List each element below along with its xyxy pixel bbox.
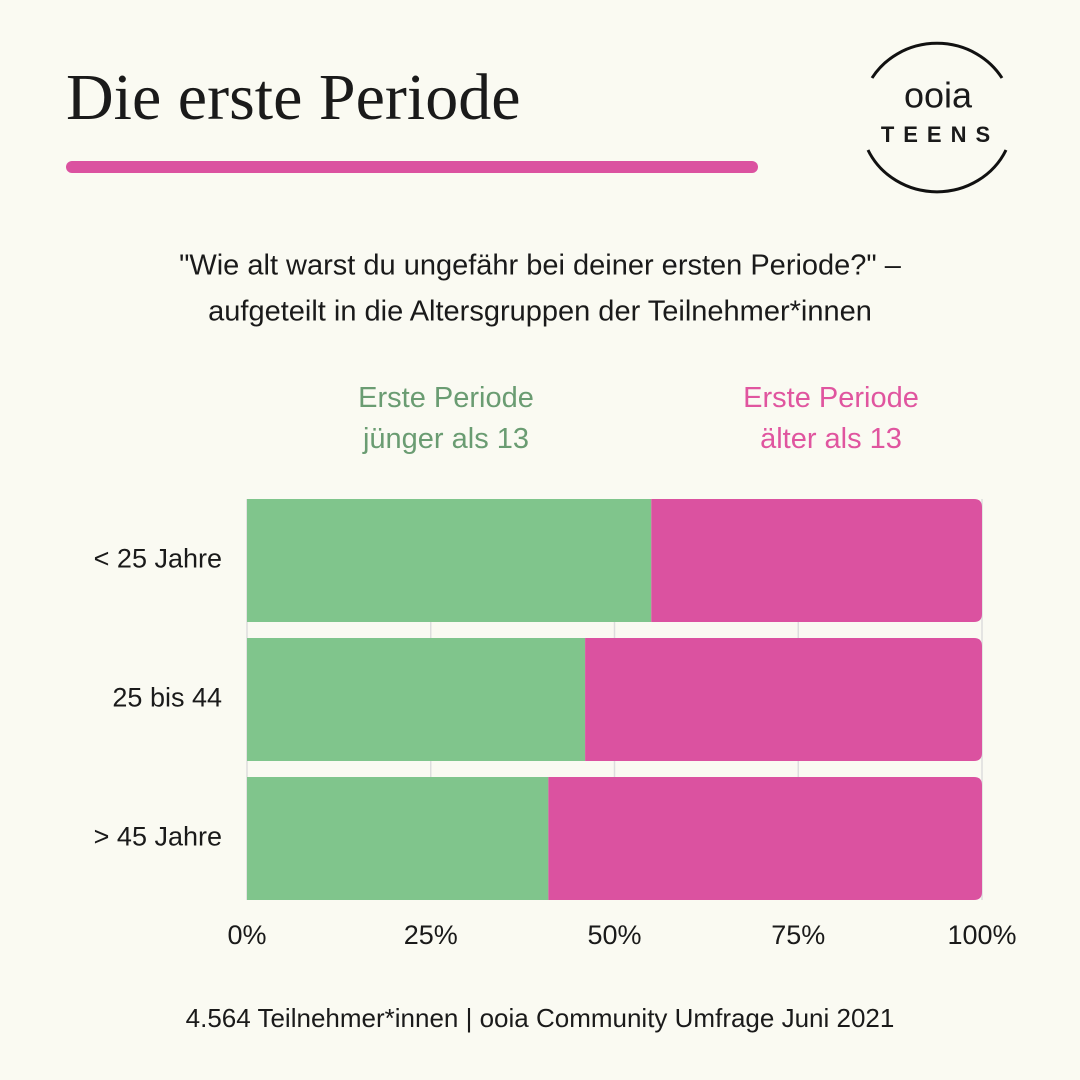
x-tick-label: 100% — [947, 920, 1016, 950]
x-tick-label: 75% — [771, 920, 825, 950]
logo-ring-top — [870, 41, 1004, 79]
bar — [548, 777, 982, 900]
y-tick-label: 25 bis 44 — [112, 683, 222, 713]
logo-tag: TEENS — [881, 122, 999, 147]
bar — [651, 499, 982, 622]
bar — [247, 638, 586, 761]
y-tick-label: < 25 Jahre — [94, 544, 222, 574]
bar — [247, 777, 549, 900]
y-tick-label: > 45 Jahre — [94, 822, 222, 852]
bar — [247, 499, 652, 622]
logo-name: ooia — [904, 75, 973, 116]
bar — [585, 638, 982, 761]
title-underline — [66, 161, 758, 173]
subtitle: aufgeteilt in die Altersgruppen der Teil… — [208, 296, 872, 328]
legend-entry: Erste Periode jünger als 13 — [358, 382, 534, 455]
subtitle: "Wie alt warst du ungefähr bei deiner er… — [179, 250, 902, 282]
logo-ring-bottom — [866, 149, 1008, 194]
title: Die erste Periode — [66, 61, 521, 134]
x-tick-label: 0% — [227, 920, 266, 950]
legend-entry: Erste Periode älter als 13 — [743, 382, 919, 455]
x-tick-label: 25% — [404, 920, 458, 950]
x-tick-label: 50% — [587, 920, 641, 950]
footer: 4.564 Teilnehmer*innen | ooia Community … — [186, 1003, 895, 1033]
